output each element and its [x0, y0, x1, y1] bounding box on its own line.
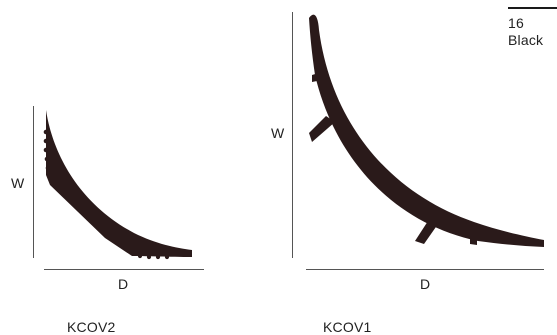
kcov2-depth-dimension-line — [44, 269, 204, 270]
kcov2-width-dimension-line — [33, 106, 34, 258]
kcov1-width-label: W — [271, 125, 285, 141]
swatch-number: 16 — [508, 15, 524, 31]
kcov1-depth-label: D — [420, 276, 431, 292]
swatch-rule — [508, 7, 557, 9]
kcov1-width-dimension-line — [292, 12, 293, 258]
kcov2-profile-shape — [43, 110, 192, 260]
kcov1-upper-clip — [309, 72, 335, 142]
kcov2-ribs — [43, 129, 170, 260]
kcov1-product-code: KCOV1 — [323, 319, 372, 335]
swatch-name: Black — [508, 32, 544, 48]
kcov2-product-code: KCOV2 — [67, 319, 116, 335]
kcov1-profile-shape — [309, 14, 544, 248]
kcov2-width-label: W — [11, 175, 25, 191]
kcov2-depth-label: D — [118, 276, 129, 292]
kcov1-depth-dimension-line — [306, 269, 544, 270]
kcov1-lower-clip — [415, 221, 477, 245]
